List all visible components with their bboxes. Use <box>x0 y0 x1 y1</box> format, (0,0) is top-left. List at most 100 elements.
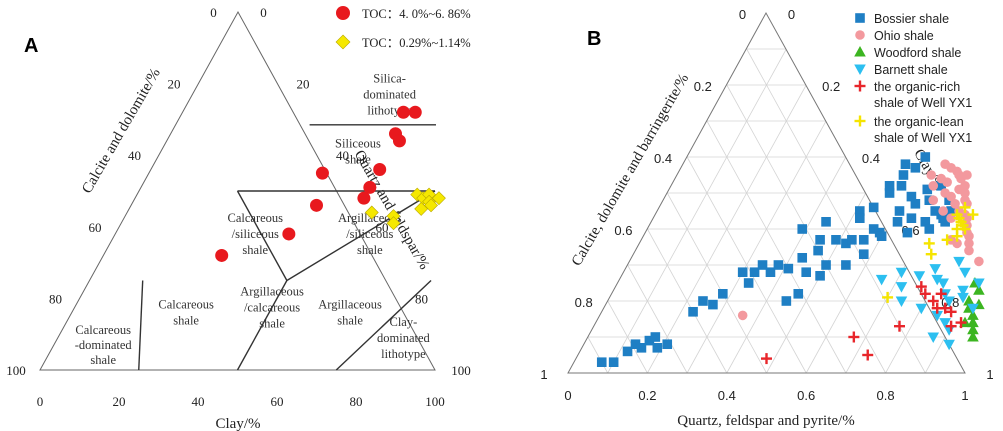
data-point-b-triangle-down <box>927 332 940 343</box>
data-point-b-plus <box>925 248 937 260</box>
data-point-b-circle <box>962 170 972 180</box>
right-tick-a: 80 <box>415 291 428 306</box>
left-tick-b: 0.2 <box>694 79 712 94</box>
data-point-b-plus <box>967 209 979 221</box>
data-point-b-triangle-down <box>931 310 944 322</box>
data-point-toc-low <box>364 205 379 220</box>
data-point-b-square <box>688 307 698 317</box>
data-point-b-plus <box>945 320 957 332</box>
data-point-toc-high <box>315 166 329 180</box>
data-point-b-circle <box>936 173 946 184</box>
grid-line-b <box>686 120 827 374</box>
data-point-b-triangle-down <box>915 303 928 315</box>
data-point-b-square <box>847 235 857 245</box>
data-point-b-triangle-down <box>967 303 979 315</box>
data-point-b-circle <box>964 231 974 241</box>
data-point-b-square <box>902 227 913 238</box>
data-point-b-square <box>781 296 792 306</box>
data-point-b-square <box>801 267 811 277</box>
grid-line-b <box>607 48 787 374</box>
data-point-toc-high <box>310 198 323 212</box>
data-point-b-plus <box>915 281 927 293</box>
data-point-b-square <box>821 217 831 227</box>
zone-label-clay-dominated: Clay-dominated lithotype <box>377 315 431 361</box>
data-point-b-plus <box>951 230 963 242</box>
grid-line-b <box>666 192 767 374</box>
data-point-b-triangle-up <box>967 331 979 342</box>
data-point-b-square <box>858 235 869 245</box>
data-point-b-square <box>797 253 808 263</box>
legend-label-b: the organic-lean shale of Well YX1 <box>874 115 972 145</box>
data-point-b-triangle-up <box>963 295 975 306</box>
axis-title-left-b: Calcite, dolomite and barringerite/% <box>569 71 692 269</box>
legend-label-a: TOC：4. 0%~6. 86% <box>362 7 471 21</box>
data-point-b-square <box>815 271 825 281</box>
bottom-tick-a: 80 <box>350 394 363 409</box>
data-point-b-triangle-down <box>953 256 965 268</box>
grid-line-b <box>845 264 906 374</box>
data-point-b-square <box>831 235 841 245</box>
data-point-b-plus <box>955 317 967 329</box>
zone-boundary-a-3 <box>236 190 288 281</box>
data-point-toc-low <box>432 191 446 206</box>
data-point-b-circle <box>964 245 974 256</box>
data-point-b-triangle-down <box>895 296 908 307</box>
data-point-b-circle <box>737 310 748 321</box>
data-point-b-square <box>896 181 907 191</box>
data-point-b-square <box>936 181 946 191</box>
right-tick-b: 0 <box>788 7 795 22</box>
data-point-b-square <box>906 191 917 202</box>
bottom-tick-b: 0 <box>564 388 571 403</box>
data-point-b-square <box>884 188 895 198</box>
data-point-b-square <box>608 357 619 367</box>
data-point-b-square <box>630 339 641 349</box>
data-point-b-triangle-up <box>973 284 985 295</box>
data-point-b-square <box>797 224 808 234</box>
panel-label-a: A <box>24 35 38 57</box>
data-point-b-square <box>783 263 794 274</box>
data-point-b-square <box>854 206 865 216</box>
data-point-b-square <box>652 343 663 353</box>
data-point-b-square <box>868 202 879 213</box>
legend-label-b: Woodford shale <box>874 46 961 60</box>
data-point-toc-high <box>282 227 296 241</box>
data-point-b-square <box>894 206 905 216</box>
data-point-b-square <box>940 217 950 227</box>
right-tick-b: 0.4 <box>862 151 880 166</box>
data-point-b-plus <box>939 302 951 314</box>
data-point-b-circle <box>960 188 970 198</box>
data-point-b-square <box>876 231 887 241</box>
zone-boundary-a-7 <box>335 279 432 371</box>
data-point-b-plus <box>761 353 772 365</box>
data-point-b-square <box>900 159 911 169</box>
data-point-b-square <box>920 217 931 227</box>
bottom-tick-a: 0 <box>37 394 44 409</box>
data-point-b-square <box>841 260 851 270</box>
legend-label-b: Ohio shale <box>874 29 934 43</box>
data-point-b-square <box>743 278 754 288</box>
left-tick-a: 40 <box>128 148 141 163</box>
data-point-b-triangle-up <box>967 323 979 335</box>
legend-label-b: the organic-rich shale of Well YX1 <box>874 80 972 110</box>
data-point-b-circle <box>960 181 970 191</box>
data-point-b-plus <box>893 320 905 332</box>
data-point-b-plus <box>935 288 947 300</box>
zone-label-calcareous-dominated: Calcareous -dominated shale <box>75 323 133 367</box>
grid-line-b <box>607 300 648 374</box>
data-point-b-square <box>922 184 933 195</box>
data-point-b-triangle-down <box>875 274 888 286</box>
data-point-b-square <box>898 170 909 180</box>
data-point-toc-high <box>215 248 229 262</box>
data-point-b-square <box>841 238 851 249</box>
zone-label-calcareous-shale: Calcareous shale <box>158 298 214 328</box>
grid-line-b <box>746 48 926 374</box>
data-point-b-square <box>815 235 825 245</box>
data-point-b-triangle-down <box>913 271 926 282</box>
bottom-tick-a: 40 <box>192 394 205 409</box>
data-point-b-square <box>910 163 921 173</box>
legend-label-b: Bossier shale <box>874 12 949 26</box>
right-tick-b: 1 <box>986 367 993 382</box>
data-point-b-circle <box>926 170 937 180</box>
